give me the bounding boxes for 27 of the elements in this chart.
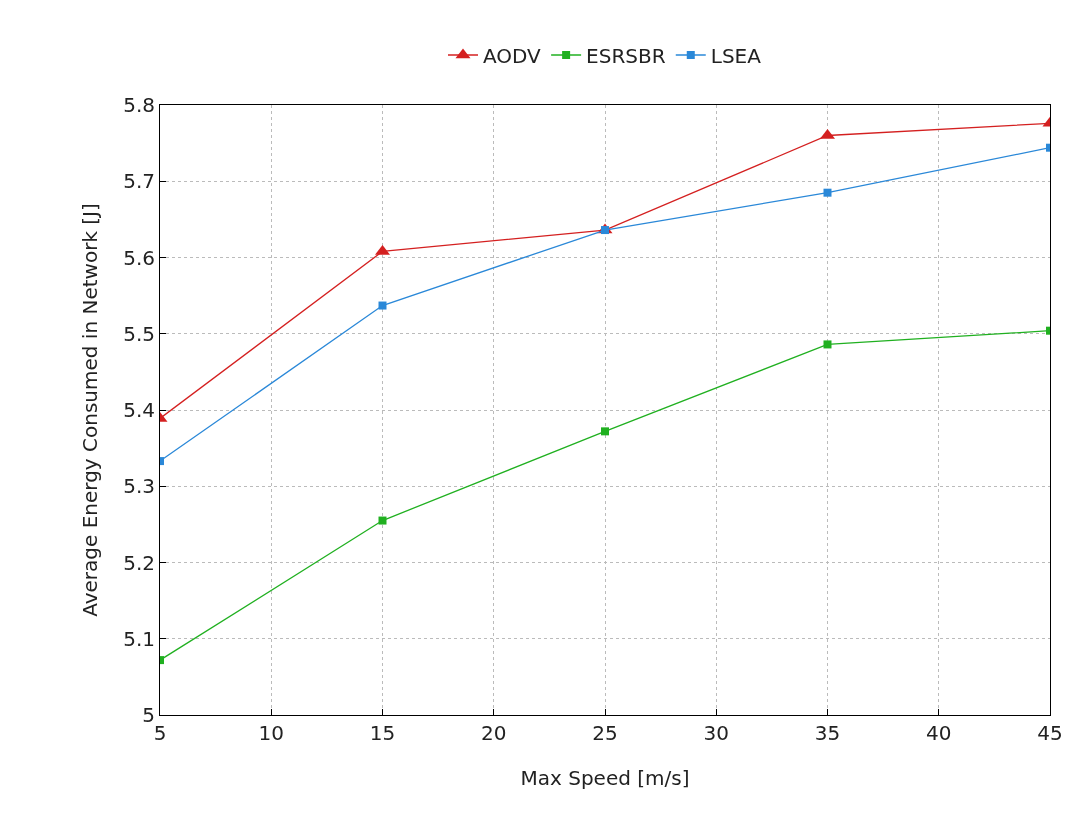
x-tick-label: 15: [369, 721, 396, 745]
point: [378, 516, 387, 525]
y-tick-label: 5.1: [123, 626, 155, 651]
y-tick-label: 5.6: [123, 245, 155, 270]
point: [378, 301, 387, 310]
x-tick-label: 35: [814, 721, 841, 745]
x-tick-label: 45: [1037, 721, 1063, 745]
y-tick-label: 5.3: [123, 474, 155, 499]
y-tick-label: 5.5: [123, 321, 155, 346]
y-tick-label: 5.7: [123, 169, 155, 194]
x-tick-label: 10: [258, 721, 284, 745]
x-axis-title: Max Speed [m/s]: [520, 766, 690, 790]
point: [823, 188, 832, 197]
legend-label: ESRSBR: [586, 43, 666, 68]
y-tick-label: 5.8: [123, 93, 155, 117]
y-axis-title: Average Energy Consumed in Network [J]: [77, 203, 102, 617]
legend-label: LSEA: [710, 43, 762, 68]
x-tick-label: 30: [703, 721, 729, 745]
y-tick-label: 5.2: [123, 550, 155, 575]
x-tick-label: 25: [592, 721, 618, 745]
y-tick-label: 5.4: [123, 398, 155, 422]
x-tick-label: 20: [481, 721, 507, 745]
legend-label: AODV: [483, 43, 542, 68]
x-tick-label: 40: [926, 721, 952, 745]
y-tick-label: 5: [142, 703, 155, 727]
point: [601, 427, 609, 436]
point: [823, 340, 832, 349]
